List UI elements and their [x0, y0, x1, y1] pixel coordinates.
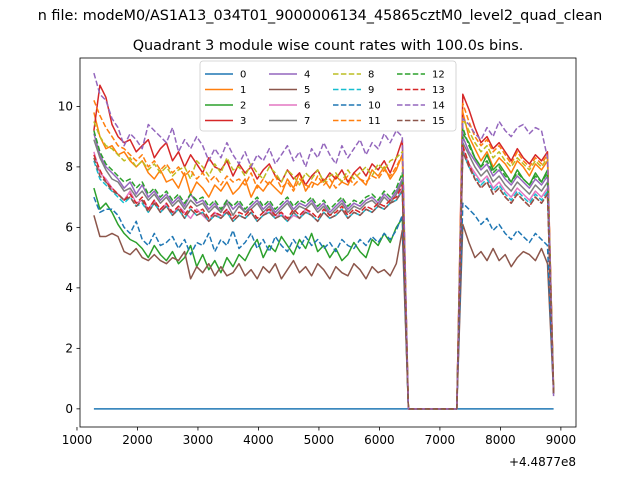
- legend-label-2: 2: [240, 101, 246, 112]
- y-tick-label: 0: [65, 402, 73, 416]
- plot-area: [93, 72, 555, 410]
- axes: 1000 2000 3000 4000 5000 6000 7000 8000 9000 0 2 4 6…: [58, 57, 577, 447]
- legend-label-5: 5: [304, 85, 310, 96]
- x-tick-label: 5000: [304, 433, 335, 447]
- legend-label-15: 15: [432, 116, 445, 127]
- legend-label-12: 12: [432, 70, 445, 81]
- legend-label-14: 14: [432, 101, 445, 112]
- legend-label-13: 13: [432, 85, 445, 96]
- legend-label-3: 3: [240, 116, 246, 127]
- legend-label-9: 9: [368, 85, 374, 96]
- x-tick-label: 2000: [122, 433, 153, 447]
- series-line-8: [93, 117, 555, 410]
- series-line-4: [93, 133, 555, 410]
- y-tick-label: 10: [58, 100, 73, 114]
- y-tick-label: 6: [65, 221, 73, 235]
- legend-box: [199, 60, 457, 132]
- legend-label-1: 1: [240, 85, 246, 96]
- x-offset-label: +4.4877e8: [509, 455, 576, 469]
- series-line-14: [93, 72, 555, 410]
- chart-title: Quadrant 3 module wise count rates with …: [133, 38, 524, 54]
- y-tick-label: 8: [65, 160, 73, 174]
- x-tick-label: 8000: [485, 433, 516, 447]
- x-tick-label: 6000: [364, 433, 395, 447]
- series-line-11: [93, 100, 555, 410]
- series-line-1: [93, 111, 555, 410]
- y-tick-label: 2: [65, 342, 73, 356]
- legend-label-8: 8: [368, 70, 374, 81]
- axes-frame: [79, 57, 577, 428]
- series-line-10: [93, 196, 555, 410]
- legend-label-10: 10: [368, 101, 381, 112]
- series-line-15: [93, 151, 555, 410]
- x-tick-label: 3000: [183, 433, 214, 447]
- series-line-13: [93, 144, 555, 410]
- x-tick-label: 1000: [62, 433, 93, 447]
- x-tick-label: 4000: [243, 433, 274, 447]
- figure-suptitle: n file: modeM0/AS1A13_034T01_9000006134_…: [38, 8, 603, 24]
- series-line-7: [93, 139, 555, 410]
- legend-label-6: 6: [304, 101, 310, 112]
- series-line-12: [93, 126, 555, 410]
- legend-label-4: 4: [304, 70, 310, 81]
- x-tick-label: 9000: [546, 433, 577, 447]
- y-tick-label: 4: [65, 281, 73, 295]
- legend-label-0: 0: [240, 70, 246, 81]
- legend-label-7: 7: [304, 116, 310, 127]
- x-tick-label: 7000: [425, 433, 456, 447]
- series-line-5: [93, 215, 555, 410]
- series-lines: [93, 72, 555, 410]
- legend-label-11: 11: [368, 116, 381, 127]
